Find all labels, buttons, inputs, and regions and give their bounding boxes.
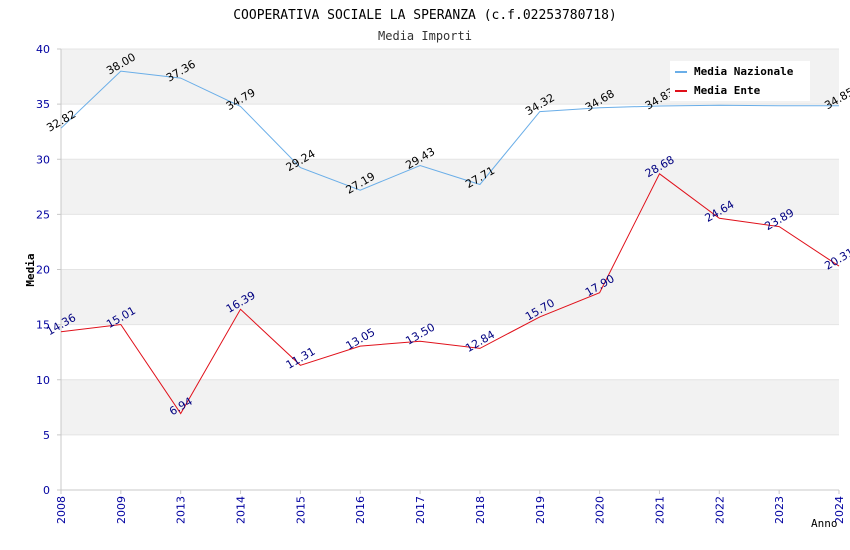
- y-axis-ticks: 0 5 10 15 20 25 30 35 40: [36, 43, 61, 497]
- y-tick-label: 25: [36, 208, 50, 221]
- legend: Media Nazionale Media Ente: [670, 61, 810, 101]
- y-tick-label: 40: [36, 43, 50, 56]
- plot-band: [61, 269, 839, 325]
- series-line-media-nazionale: [60, 70, 839, 191]
- plot-band: [61, 214, 839, 270]
- chart-title: COOPERATIVA SOCIALE LA SPERANZA (c.f.022…: [233, 8, 617, 23]
- x-tick-label: 2013: [175, 496, 188, 524]
- x-tick-label: 2019: [534, 496, 547, 524]
- x-tick-label: 2009: [115, 496, 128, 524]
- y-tick-label: 10: [36, 374, 50, 387]
- y-tick-label: 0: [43, 484, 50, 497]
- plot-band: [61, 324, 839, 380]
- x-tick-label: 2023: [773, 496, 786, 524]
- plot-band: [61, 104, 839, 160]
- plot-band: [61, 379, 839, 435]
- x-tick-label: 2014: [235, 496, 248, 524]
- plot-background-bands: [61, 49, 839, 490]
- plot-band: [61, 434, 839, 490]
- x-tick-label: 2021: [653, 496, 666, 524]
- x-tick-label: 2024: [833, 496, 846, 524]
- legend-label-media-nazionale: Media Nazionale: [694, 65, 794, 78]
- chart-subtitle: Media Importi: [378, 29, 472, 43]
- y-tick-label: 15: [36, 319, 50, 332]
- x-axis-label: Anno: [811, 517, 838, 530]
- y-tick-label: 35: [36, 98, 50, 111]
- x-tick-label: 2017: [414, 496, 427, 524]
- plot-band: [61, 159, 839, 215]
- x-tick-label: 2022: [713, 496, 726, 524]
- x-tick-label: 2016: [354, 496, 367, 524]
- series-lines: [60, 70, 840, 415]
- x-tick-label: 2008: [55, 496, 68, 524]
- x-axis-ticks: 2008 2009 2013 2014 2015 2016 2017 2018 2019 2020…: [55, 490, 846, 524]
- legend-label-media-ente: Media Ente: [694, 84, 761, 97]
- series-line-media-ente: [60, 173, 840, 415]
- y-tick-label: 5: [43, 429, 50, 442]
- legend-box: [670, 61, 810, 101]
- y-tick-label: 20: [36, 264, 50, 277]
- x-tick-label: 2015: [294, 496, 307, 524]
- y-tick-label: 30: [36, 153, 50, 166]
- x-tick-label: 2020: [594, 496, 607, 524]
- y-axis-label: Media: [24, 253, 37, 286]
- x-tick-label: 2018: [474, 496, 487, 524]
